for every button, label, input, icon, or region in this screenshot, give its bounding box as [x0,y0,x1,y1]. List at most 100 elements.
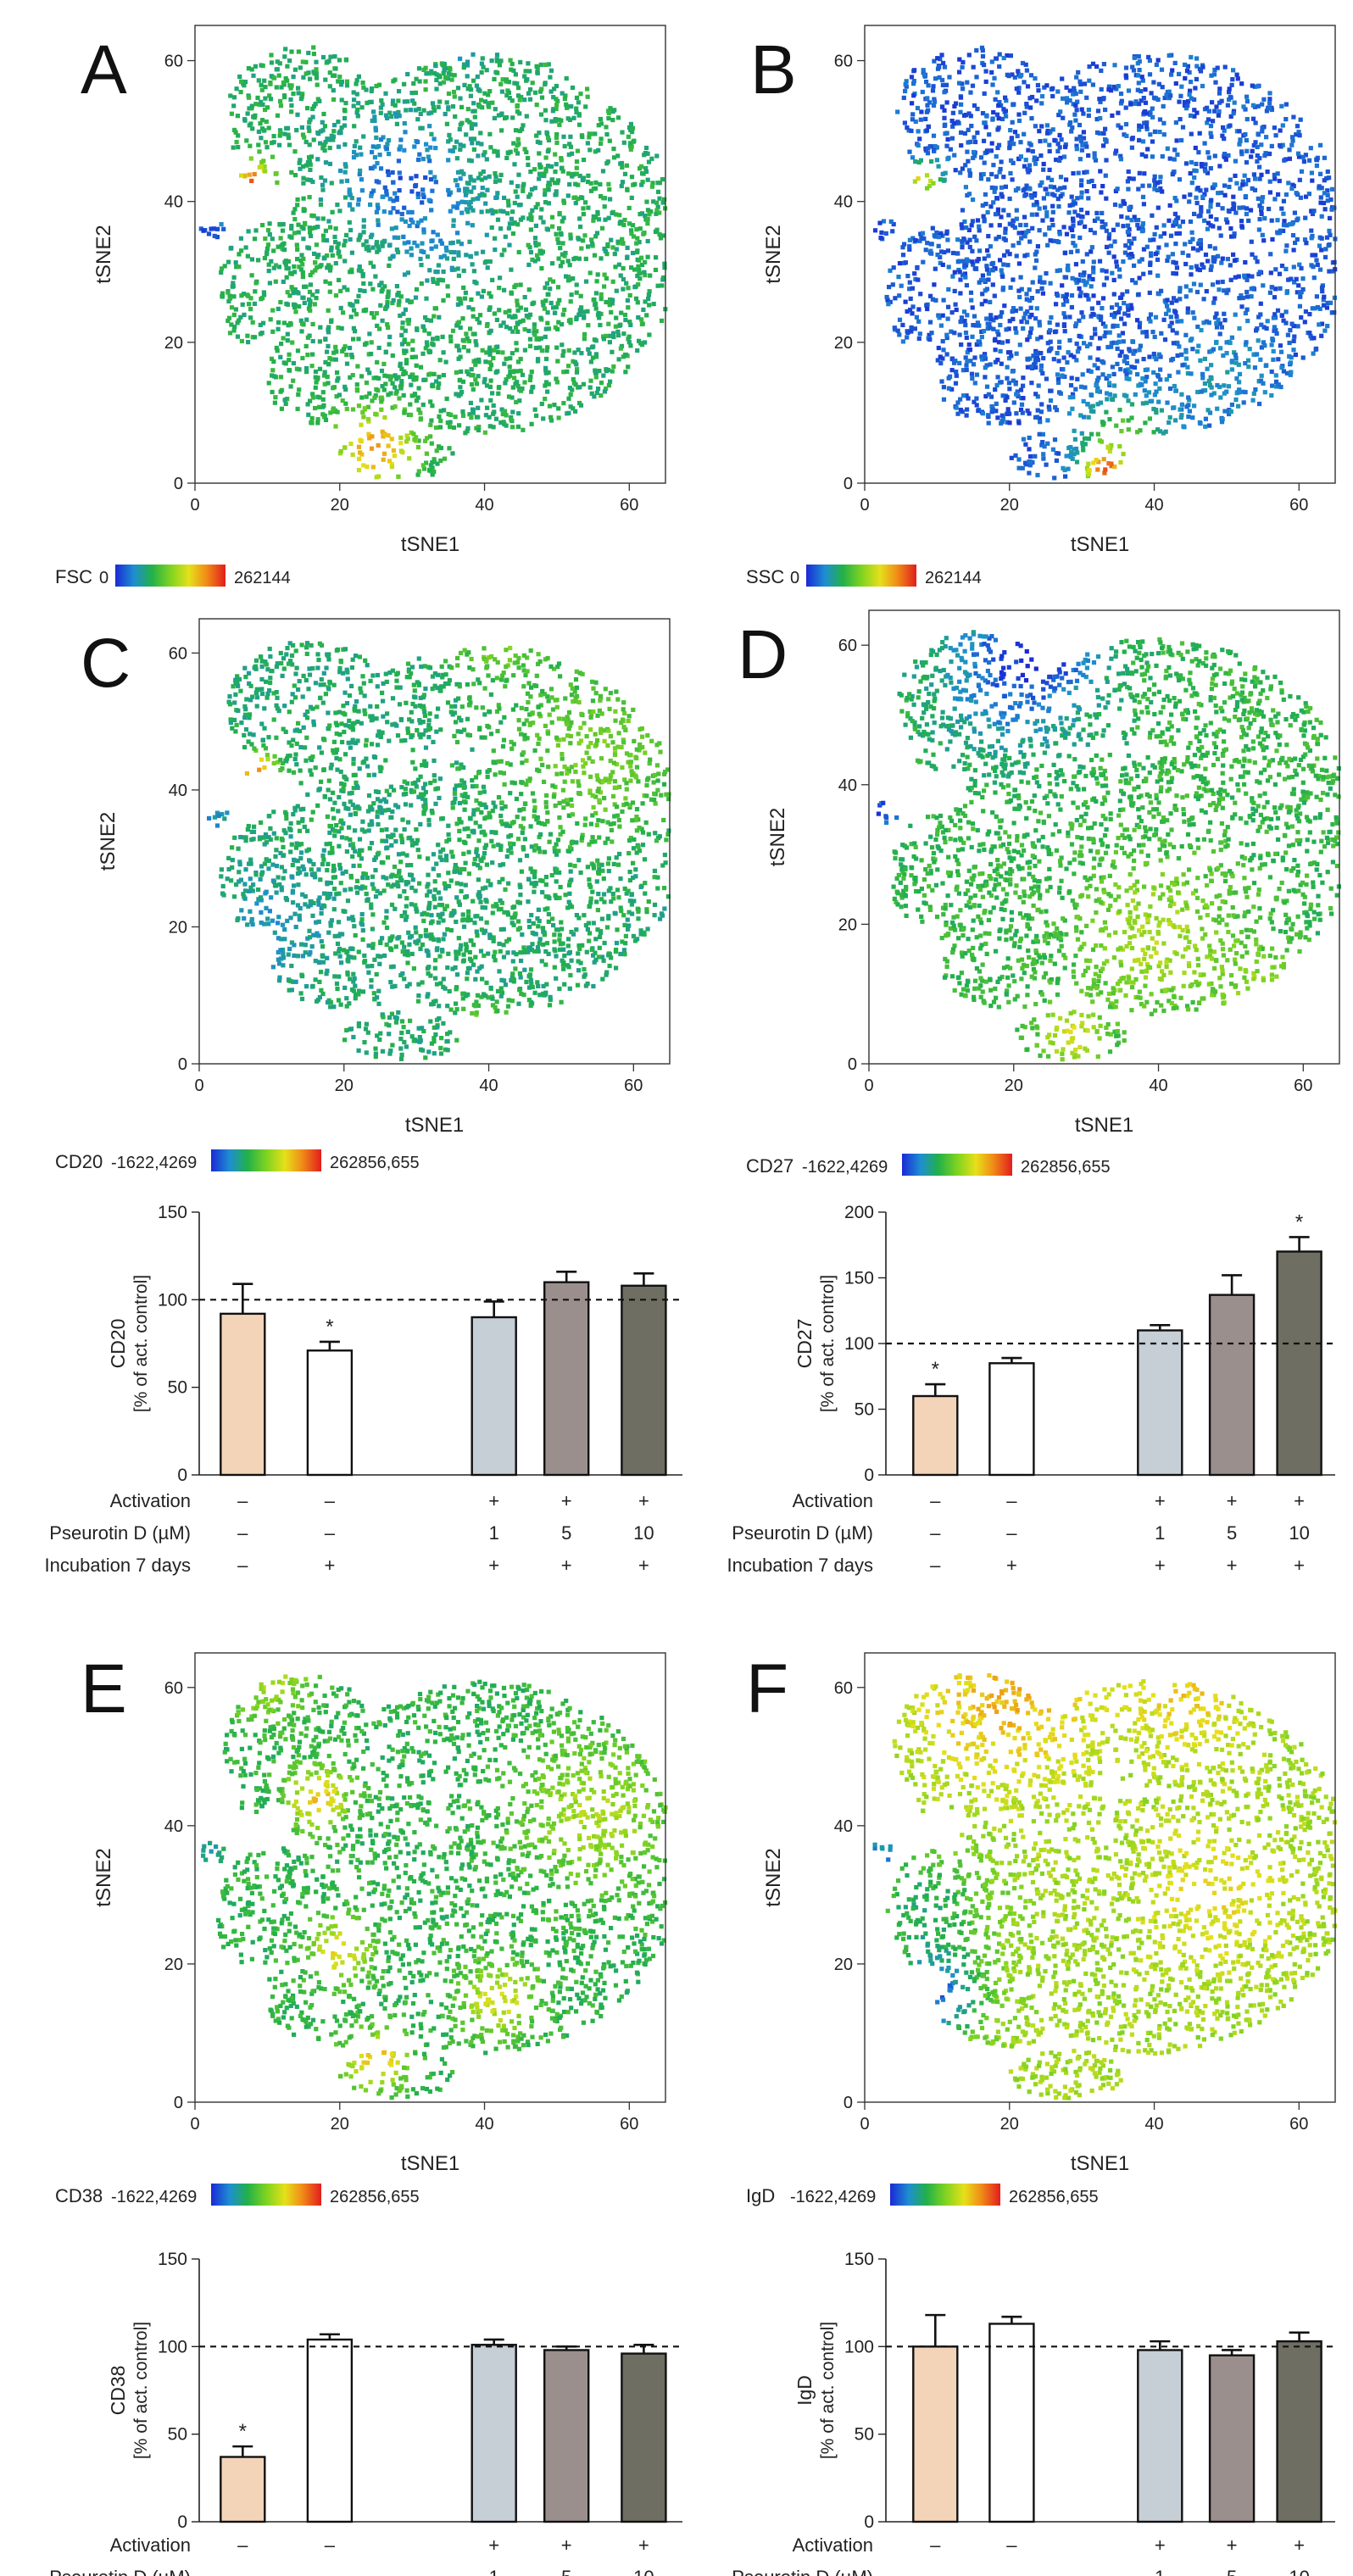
tsne-point [465,63,470,68]
tsne-point [300,355,305,361]
tsne-point [977,228,982,233]
tsne-point [1178,297,1183,302]
tsne-point [1018,222,1023,228]
tsne-point [1227,209,1232,214]
tsne-point [495,149,500,154]
tsne-point [1088,404,1093,409]
tsne-point [423,175,428,181]
tsne-point [400,325,405,331]
tsne-point [593,131,598,136]
tsne-point [1084,252,1089,257]
tsne-point [1100,296,1106,301]
tsne-point [485,265,490,270]
tsne-point [935,253,940,258]
tsne-point [426,154,431,159]
tsne-point [532,322,537,327]
tsne-point [1149,91,1154,96]
tsne-point [360,409,365,414]
tsne-point [602,247,607,252]
tsne-point [549,119,554,124]
tsne-point [393,191,398,196]
tsne-point [548,287,553,292]
tsne-point [1021,326,1026,331]
tsne-point [1049,314,1054,320]
tsne-point [515,136,521,142]
tsne-point [438,445,443,451]
tsne-point [962,319,967,324]
tsne-point [982,219,987,224]
tsne-point [1220,417,1225,422]
tsne-point [928,242,933,247]
tsne-point [270,154,276,159]
tsne-point [448,67,453,72]
tsne-point [554,189,559,194]
tsne-point [415,445,420,450]
tsne-point [264,252,270,257]
tsne-point [917,136,922,142]
tsne-point [1236,362,1241,367]
tsne-point [1025,167,1030,172]
tsne-point [567,386,572,391]
tsne-point [1092,218,1098,223]
tsne-point [252,171,257,177]
tsne-point [1061,302,1066,307]
tsne-point [372,164,377,170]
tsne-point [550,108,555,114]
tsne-point [1122,132,1127,137]
tsne-point [568,236,573,241]
tsne-point [388,210,393,215]
tsne-point [878,236,883,241]
tsne-point [288,270,293,275]
tsne-point [300,92,305,97]
tsne-point [283,76,288,81]
tsne-point [354,139,359,144]
tsne-point [242,312,247,317]
tsne-point [470,197,476,202]
tsne-point [1095,357,1100,362]
tsne-point [582,233,587,238]
tsne-point [437,381,442,387]
tsne-point [356,337,361,342]
tsne-point [1332,310,1337,315]
tsne-point [390,405,395,410]
tsne-point [1233,360,1239,365]
tsne-point [1130,136,1135,141]
tsne-point [1289,355,1294,360]
tsne-point [1222,64,1228,70]
tsne-point [1314,163,1319,169]
tsne-point [576,348,581,353]
tsne-point [1154,62,1159,67]
tsne-point [375,203,380,208]
tsne-point [1222,409,1228,414]
tsne-point [995,358,1000,363]
tsne-point [485,405,490,410]
tsne-point [626,364,631,370]
tsne-point [227,296,233,301]
tsne-point [1172,220,1178,225]
tsne-point [330,209,335,214]
tsne-point [1091,270,1096,275]
tsne-point [554,345,560,350]
tsne-point [515,93,521,98]
tsne-point [576,197,581,202]
tsne-point [585,309,590,314]
tsne-point [303,71,309,76]
tsne-point [526,216,532,221]
tsne-point [1055,376,1061,381]
tsne-point [1019,319,1024,324]
tsne-point [577,308,582,313]
tsne-point [658,236,664,241]
tsne-point [604,252,610,257]
tsne-point [1139,98,1144,103]
tsne-point [314,380,319,385]
tsne-point [383,350,388,355]
tsne-point [1140,224,1145,229]
tsne-point [504,92,509,98]
tsne-point [1283,309,1289,314]
tsne-point [1321,200,1327,206]
tsne-point [1194,76,1199,81]
tsne-point [255,95,260,100]
tsne-point [1065,100,1070,105]
tsne-point [298,318,303,323]
tsne-point [1075,349,1081,354]
